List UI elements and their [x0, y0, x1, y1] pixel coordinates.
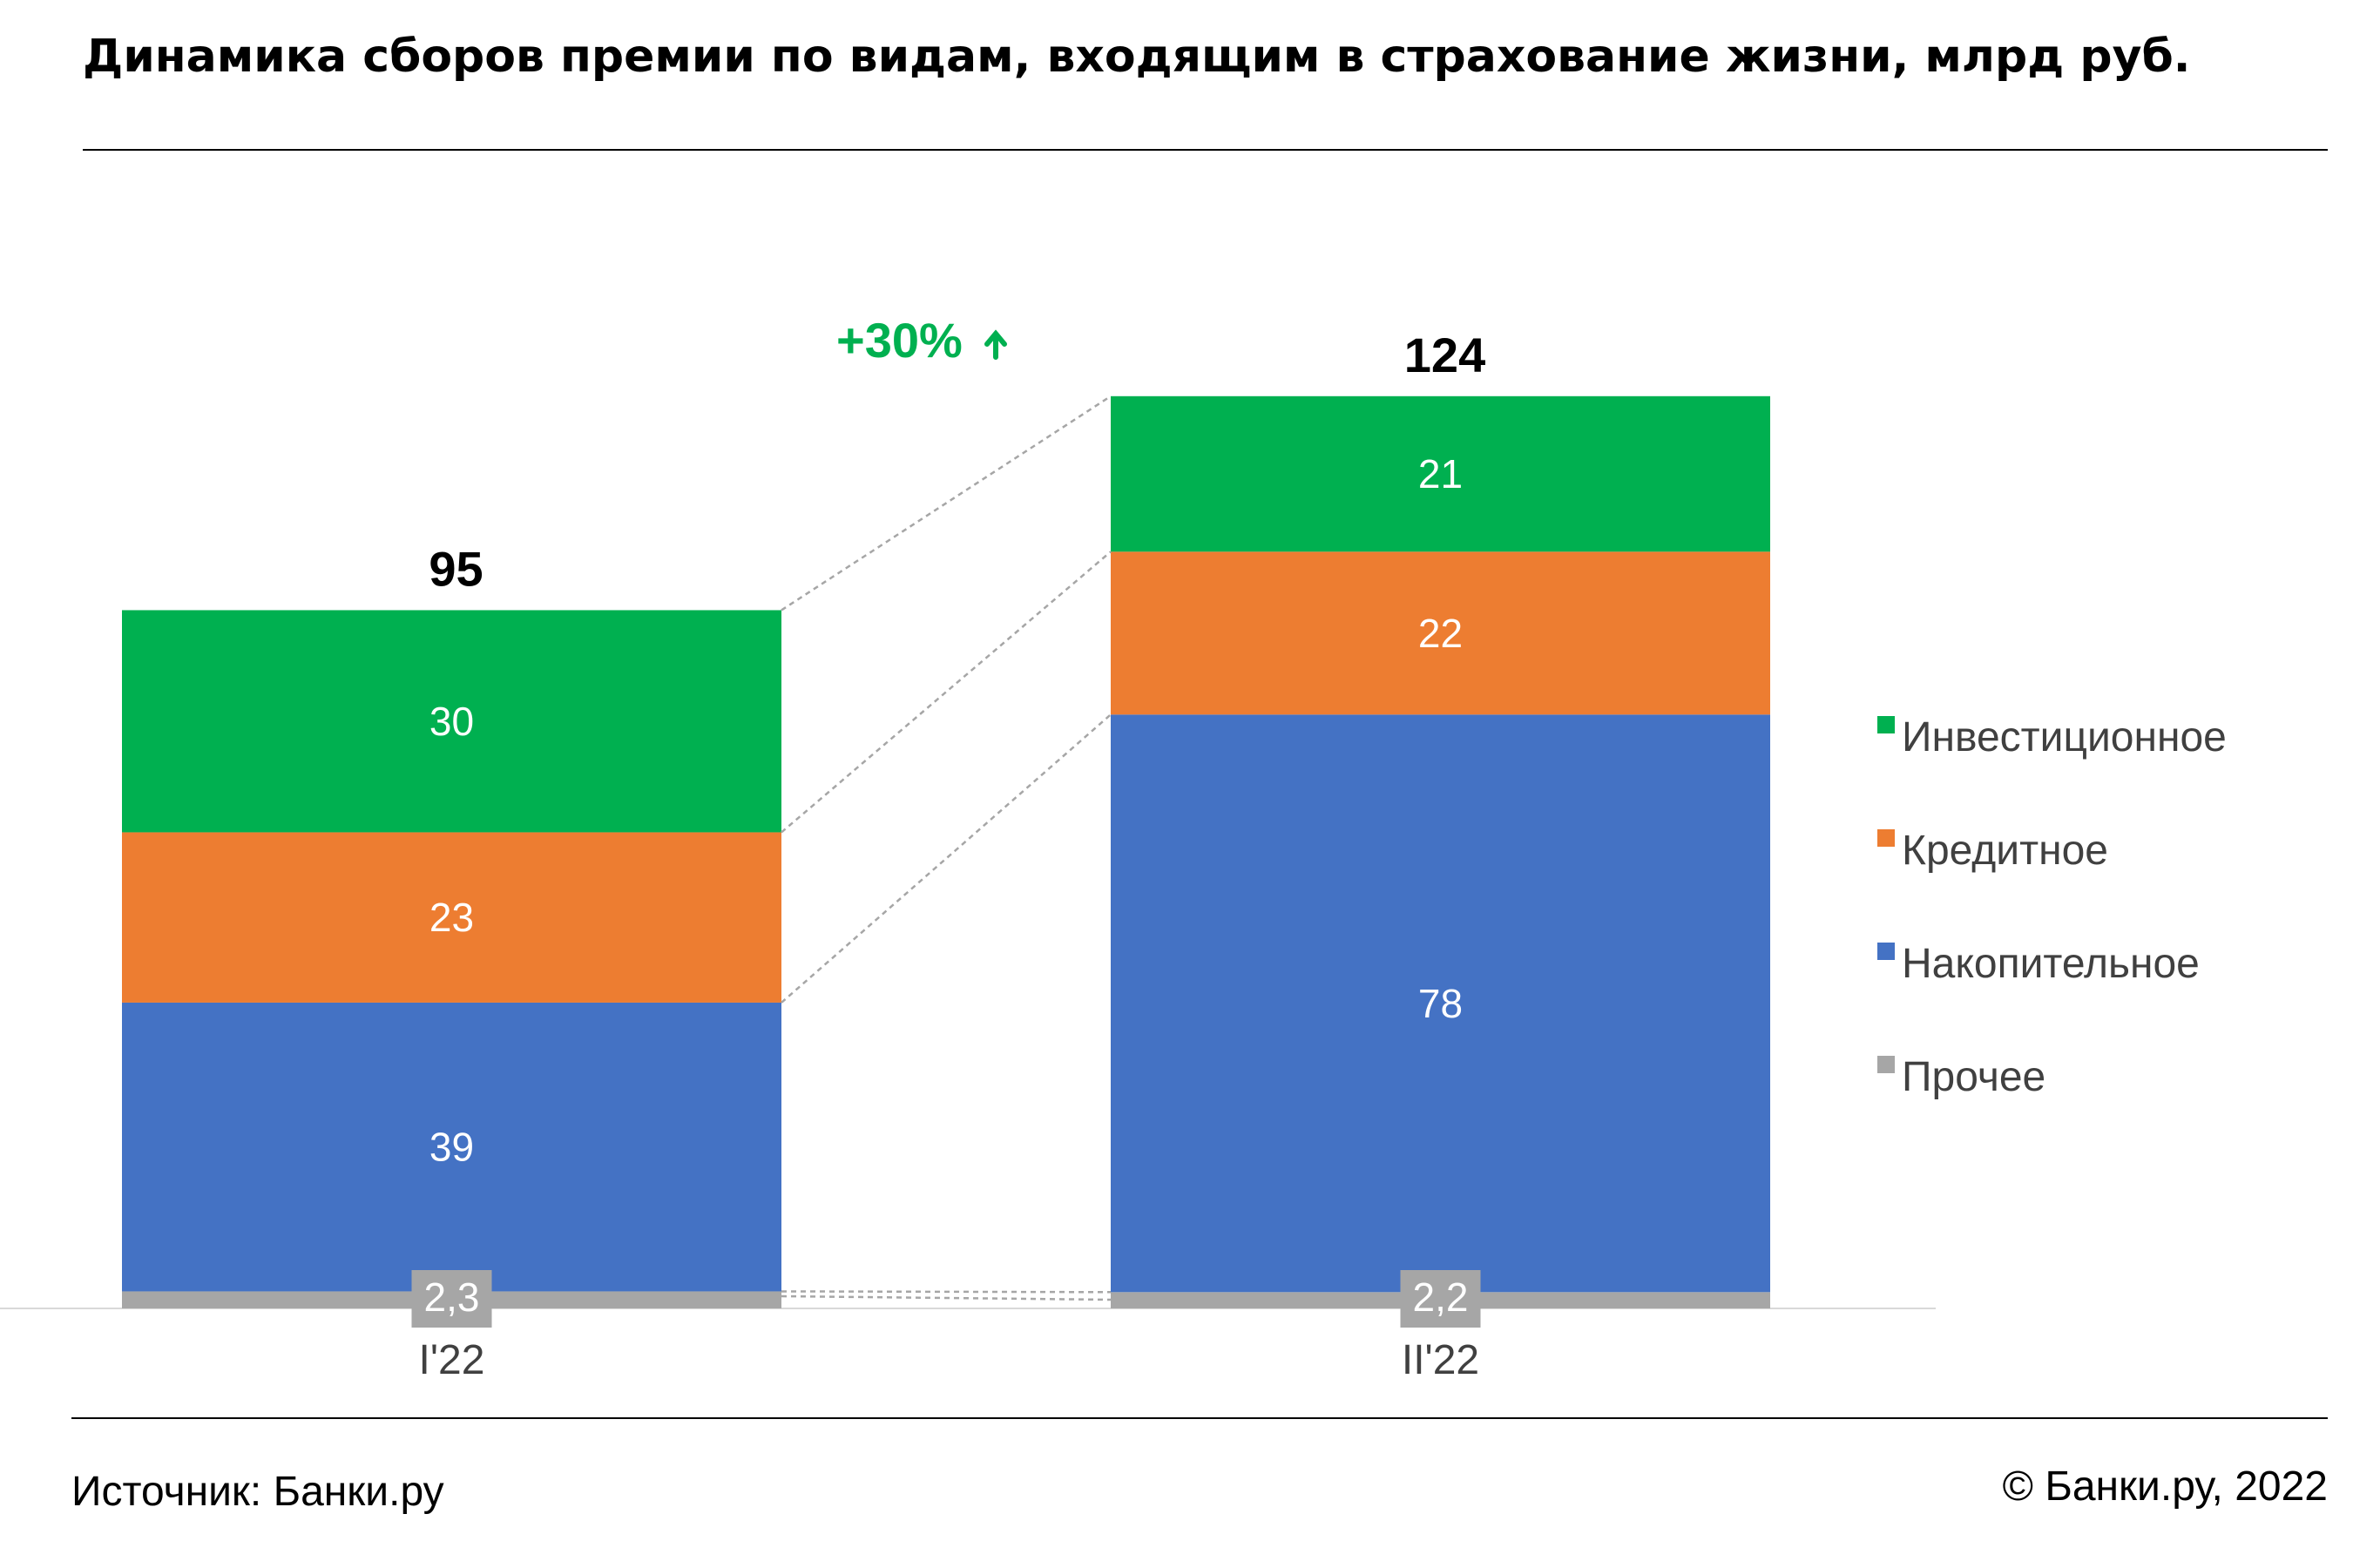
data-label: 22	[1418, 611, 1463, 656]
bar-segment-invest	[1111, 395, 1770, 552]
bar-segment-accum	[1111, 714, 1770, 1293]
connector-line	[781, 1290, 1112, 1294]
total-label: 95	[429, 541, 483, 596]
connector-line	[781, 551, 1112, 834]
data-label: 30	[429, 699, 474, 744]
connector-line	[781, 395, 1112, 612]
legend-label: Кредитное	[1902, 828, 2108, 874]
plot-area: 2,3 39 23 30 95 I'22 2,2 78 22 21 124 II'22 +30%	[0, 313, 1936, 1383]
legend-swatch	[1877, 943, 1895, 960]
legend-swatch	[1877, 829, 1895, 847]
copyright-note: © Банки.ру, 2022	[2003, 1463, 2328, 1510]
legend-swatch	[1877, 1056, 1895, 1073]
data-label: 23	[429, 895, 474, 940]
data-label: 78	[1418, 981, 1463, 1026]
legend-swatch	[1877, 716, 1895, 733]
connector-line	[781, 713, 1112, 1004]
category-label: II'22	[1402, 1337, 1479, 1383]
legend-label: Накопительное	[1902, 941, 2200, 987]
bar-segment-invest	[122, 610, 781, 833]
connector-line	[781, 1294, 1112, 1301]
bar-segment-credit	[1111, 551, 1770, 715]
legend-label: Прочее	[1902, 1054, 2045, 1100]
legend-label: Инвестиционное	[1902, 714, 2227, 760]
data-label-box	[1400, 1270, 1481, 1328]
data-label-box	[411, 1270, 492, 1328]
bar-segment-accum	[122, 1002, 781, 1292]
bar-segment-credit	[122, 832, 781, 1003]
arrow-up-icon	[984, 329, 1007, 360]
data-label: 39	[429, 1125, 474, 1170]
legend: Инвестиционное Кредитное Накопительное Проч…	[1877, 714, 2227, 1100]
source-note: Источник: Банки.ру	[71, 1469, 444, 1515]
category-label: I'22	[419, 1337, 485, 1383]
data-label: 2,2	[1413, 1274, 1469, 1320]
chart-title: Динамика сборов премии по видам, входящи…	[83, 30, 2191, 83]
growth-label: +30%	[836, 313, 963, 368]
data-label: 21	[1418, 451, 1463, 497]
data-label: 2,3	[424, 1274, 480, 1320]
total-label: 124	[1404, 328, 1485, 382]
